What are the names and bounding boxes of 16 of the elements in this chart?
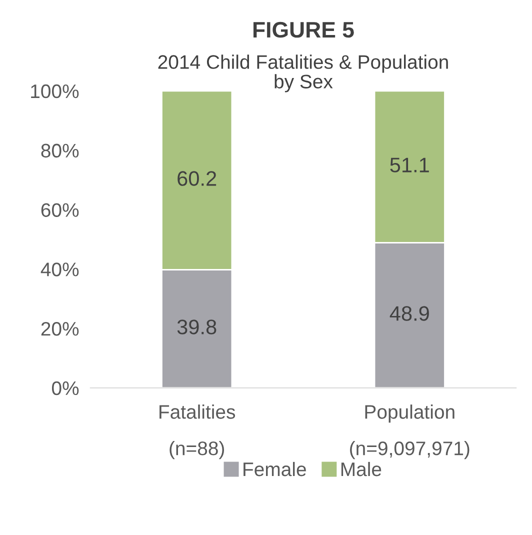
chart-subtitle: 2014 Child Fatalities & Population by Sex (158, 54, 448, 92)
data-label: 51.1 (390, 158, 429, 172)
data-label: 39.8 (177, 320, 216, 334)
chart-title: FIGURE 5 (253, 22, 354, 38)
y-tick-label: 60% (41, 203, 79, 217)
y-tick-label: 100% (31, 84, 79, 98)
y-tick-label: 20% (41, 322, 79, 336)
legend-label: Male (341, 462, 382, 476)
x-tick-label: Population (n=9,097,971) (350, 404, 470, 460)
data-label: 60.2 (178, 171, 216, 186)
data-label: 48.9 (390, 306, 429, 321)
x-tick-label: Fatalities (n=88) (160, 404, 236, 460)
y-tick-label: 0% (52, 381, 79, 396)
legend-label: Female (244, 462, 306, 476)
y-tick-label: 40% (40, 262, 79, 276)
y-tick-label: 80% (41, 144, 79, 158)
